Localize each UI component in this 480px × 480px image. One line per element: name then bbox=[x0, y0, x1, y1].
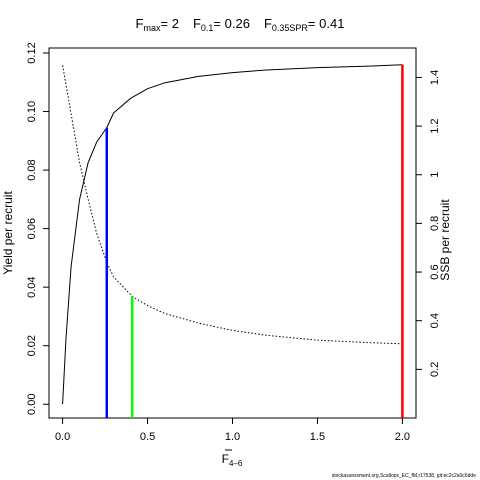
y-right-tick-label: 0.2 bbox=[429, 362, 441, 377]
y-axis-label-right: SSB per recruit bbox=[438, 199, 452, 281]
title-fmax-value: = 2 bbox=[161, 16, 179, 31]
x-tick-label: 2.0 bbox=[395, 431, 410, 443]
y-left-tick-label: 0.00 bbox=[26, 394, 38, 415]
y-right-tick-label: 1 bbox=[429, 172, 441, 178]
y-right-tick-label: 0.8 bbox=[429, 216, 441, 231]
x-axis-label: F4–6 bbox=[222, 452, 243, 468]
x-tick-label: 0.5 bbox=[140, 431, 155, 443]
title-fmax-sub: max bbox=[144, 23, 162, 33]
series-layer bbox=[62, 64, 403, 405]
title-fspr-value: = 0.41 bbox=[308, 16, 345, 31]
title-fmax-label: F bbox=[136, 16, 144, 31]
y-axis-label-left: Yield per recruit bbox=[1, 191, 15, 275]
title-fspr-label: F bbox=[264, 16, 272, 31]
x-tick-label: 0.0 bbox=[55, 431, 70, 443]
y-left-tick-label: 0.04 bbox=[26, 276, 38, 297]
y-right-tick-label: 0.6 bbox=[429, 264, 441, 279]
title-f01-label: F bbox=[193, 16, 201, 31]
x-axis-label-sub: 4–6 bbox=[229, 459, 243, 468]
y-left-tick-label: 0.08 bbox=[26, 159, 38, 180]
reference-lines-layer bbox=[105, 64, 404, 418]
plot-frame bbox=[48, 47, 417, 419]
axes-layer: 0.0 0.5 1.0 1.5 2.0 0.00 0.02 0.04 0.06 0.08 0.10 0… bbox=[26, 42, 441, 443]
title-f01-value: = 0.26 bbox=[213, 16, 250, 31]
y-right-tick-label: 1.4 bbox=[429, 70, 441, 85]
title-fspr-sub: 0.35SPR bbox=[272, 23, 309, 33]
y-right-tick-label: 1.2 bbox=[429, 118, 441, 133]
x-tick-label: 1.0 bbox=[225, 431, 240, 443]
footer-text: stockassessment.org,Scallops_EC_fM,r1753… bbox=[332, 473, 476, 479]
chart-title: Fmax= 2 F0.1= 0.26 F0.35SPR= 0.41 bbox=[136, 16, 345, 33]
y-left-tick-label: 0.12 bbox=[26, 42, 38, 63]
x-tick-label: 1.5 bbox=[310, 431, 325, 443]
title-f01-sub: 0.1 bbox=[201, 23, 214, 33]
x-axis-label-main: F bbox=[222, 452, 229, 466]
ssb-per-recruit-line bbox=[62, 65, 403, 345]
y-left-tick-label: 0.06 bbox=[26, 218, 38, 239]
y-right-tick-label: 0.4 bbox=[429, 313, 441, 328]
y-left-tick-label: 0.10 bbox=[26, 101, 38, 122]
y-left-tick-label: 0.02 bbox=[26, 335, 38, 356]
yield-per-recruit-line bbox=[62, 64, 403, 405]
